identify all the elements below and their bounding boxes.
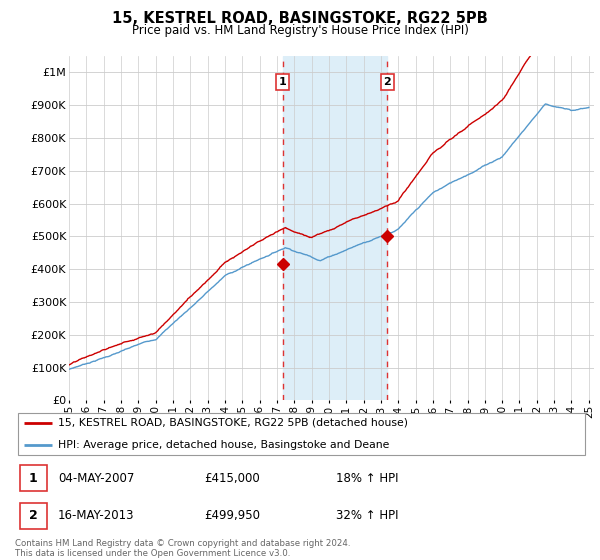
Text: Price paid vs. HM Land Registry's House Price Index (HPI): Price paid vs. HM Land Registry's House … (131, 24, 469, 36)
FancyBboxPatch shape (18, 413, 585, 455)
Text: 16-MAY-2013: 16-MAY-2013 (58, 510, 134, 522)
Text: 2: 2 (29, 510, 38, 522)
FancyBboxPatch shape (20, 503, 47, 529)
Text: 1: 1 (29, 472, 38, 484)
Bar (283, 56, 387, 400)
Text: 32% ↑ HPI: 32% ↑ HPI (336, 510, 398, 522)
FancyBboxPatch shape (20, 465, 47, 491)
Text: 04-MAY-2007: 04-MAY-2007 (58, 472, 134, 484)
Text: 15, KESTREL ROAD, BASINGSTOKE, RG22 5PB (detached house): 15, KESTREL ROAD, BASINGSTOKE, RG22 5PB … (58, 418, 408, 428)
Text: 2: 2 (383, 77, 391, 87)
Text: 15, KESTREL ROAD, BASINGSTOKE, RG22 5PB: 15, KESTREL ROAD, BASINGSTOKE, RG22 5PB (112, 11, 488, 26)
Text: £415,000: £415,000 (204, 472, 260, 484)
Text: HPI: Average price, detached house, Basingstoke and Deane: HPI: Average price, detached house, Basi… (58, 440, 389, 450)
Text: 1: 1 (279, 77, 287, 87)
Text: £499,950: £499,950 (204, 510, 260, 522)
Text: 18% ↑ HPI: 18% ↑ HPI (336, 472, 398, 484)
Text: Contains HM Land Registry data © Crown copyright and database right 2024.
This d: Contains HM Land Registry data © Crown c… (15, 539, 350, 558)
